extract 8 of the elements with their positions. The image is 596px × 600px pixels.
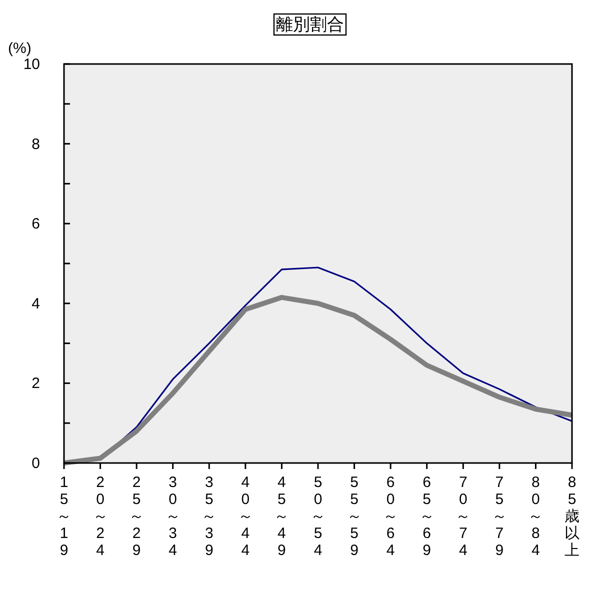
y-tick-label: 8 [32,136,40,153]
y-tick-label: 2 [32,375,40,392]
y-axis-title: (%) [8,40,32,57]
y-tick-label: 4 [32,295,40,312]
y-tick-label: 0 [32,455,40,472]
chart-title: 離別割合 [276,15,344,34]
y-tick-label: 10 [23,56,40,73]
y-tick-label: 6 [32,216,40,233]
